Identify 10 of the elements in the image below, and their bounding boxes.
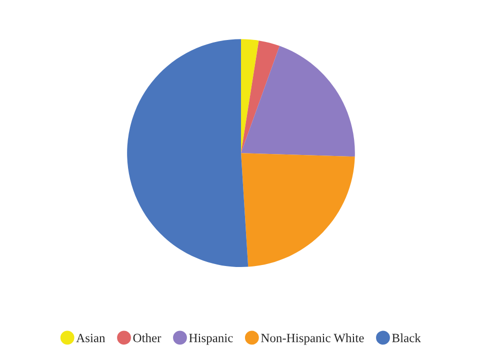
legend-label: Non-Hispanic White [261, 333, 364, 345]
legend-label: Hispanic [189, 334, 233, 345]
pie-slice [127, 39, 248, 267]
pie-slice [241, 39, 259, 154]
legend-label: Asian [76, 334, 106, 342]
pie-slice [241, 40, 280, 154]
pie-slice [241, 153, 355, 267]
pie-slice [241, 46, 355, 157]
legend-label: Other [133, 333, 162, 342]
legend-label: Black [392, 333, 421, 342]
